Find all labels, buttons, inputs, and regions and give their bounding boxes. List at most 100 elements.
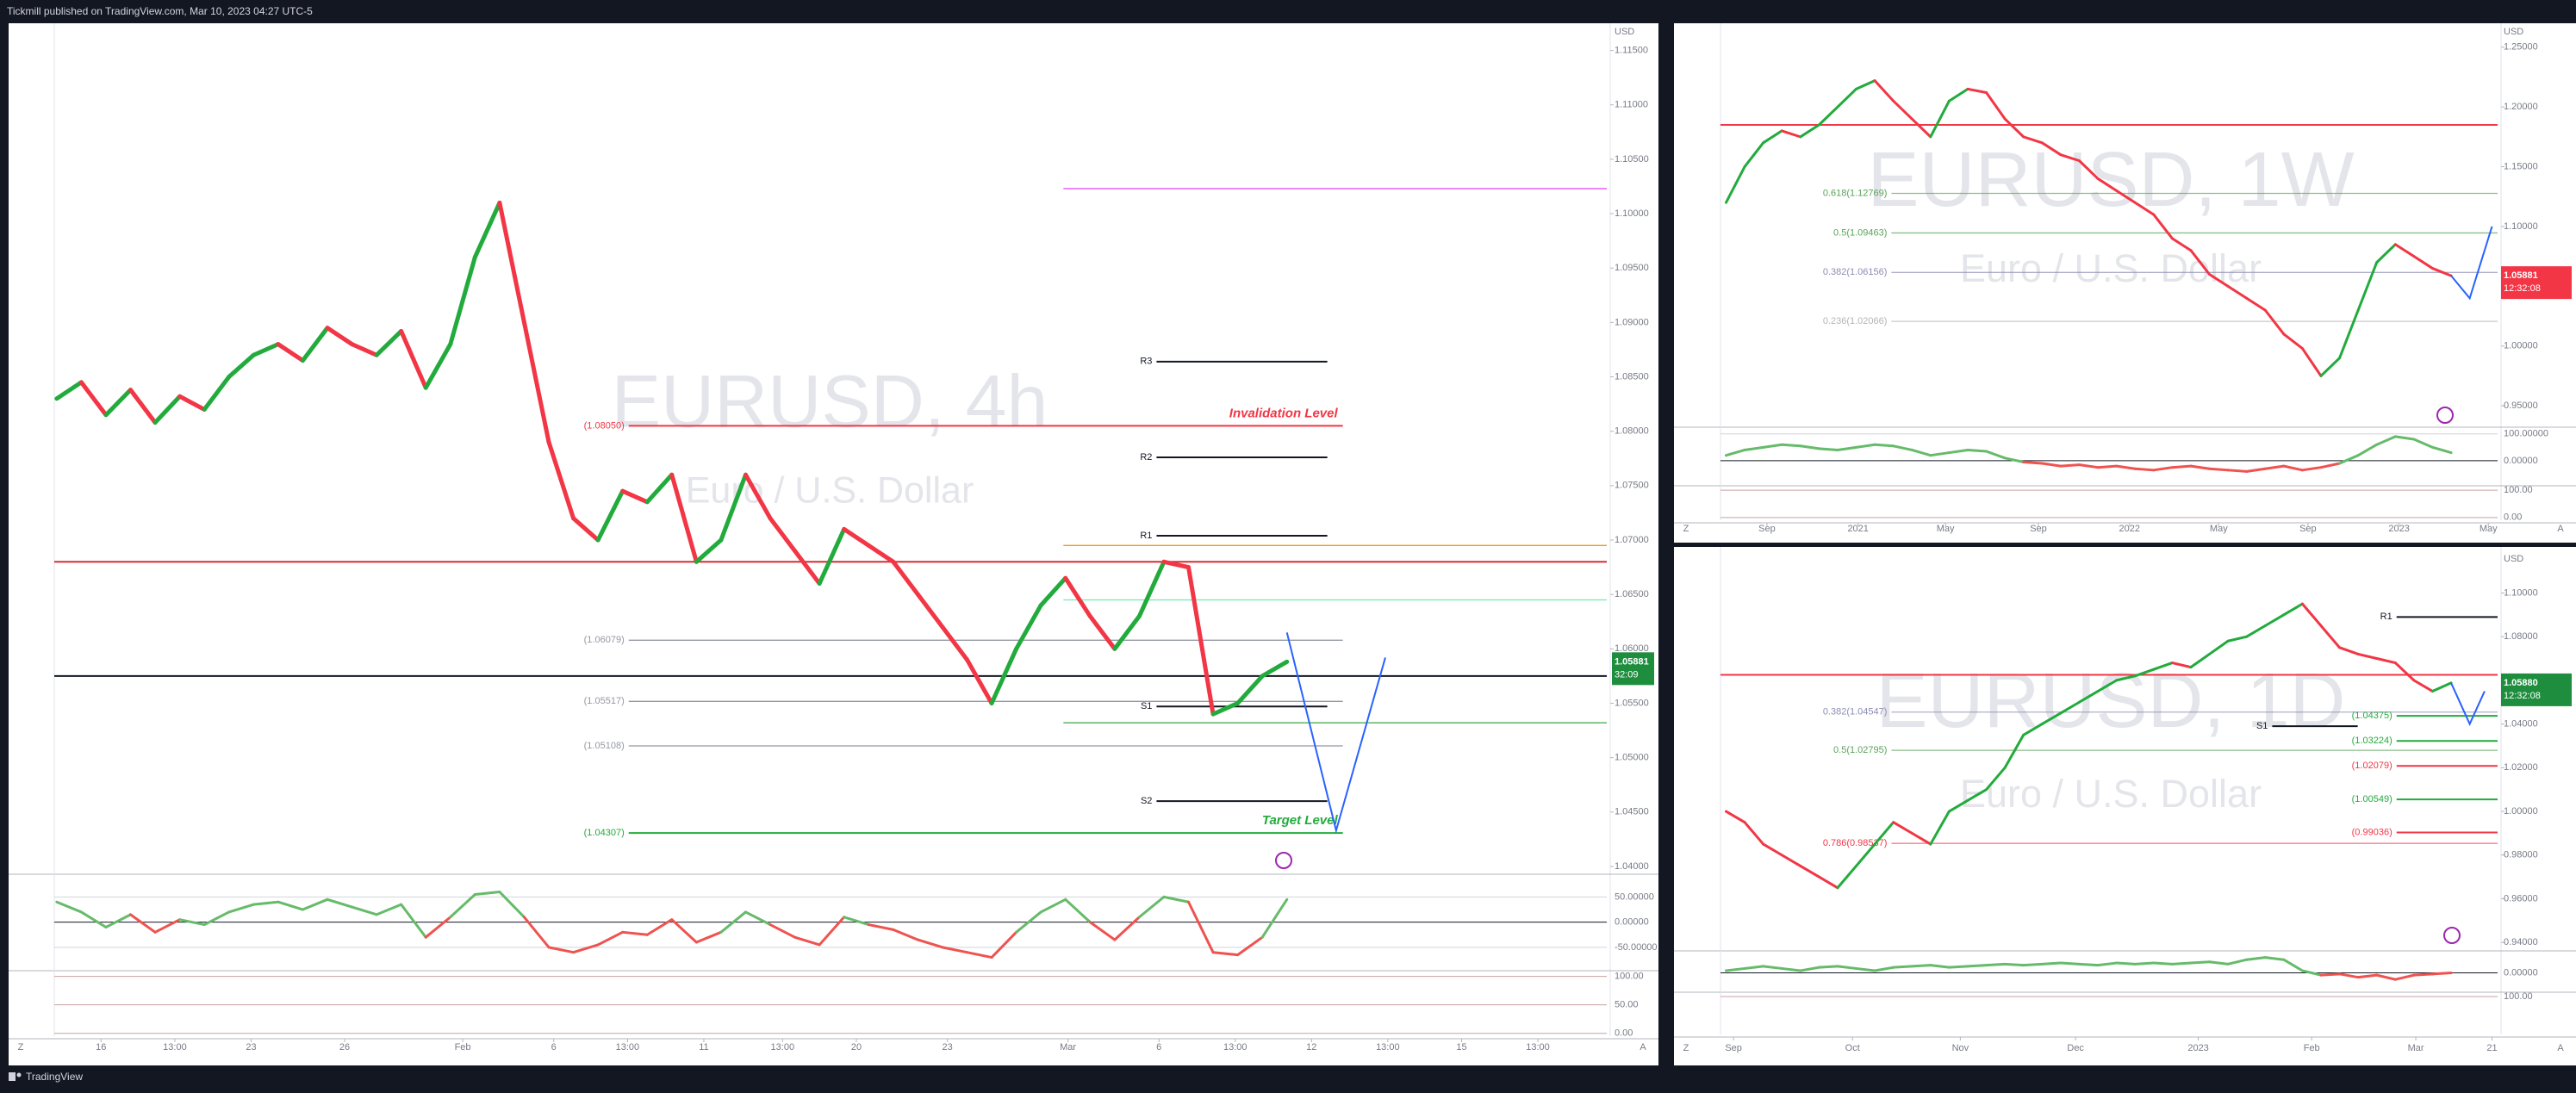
price-segment — [1929, 99, 1951, 139]
level-label: 0.382(1.06156) — [1823, 267, 1888, 277]
price-segment — [2133, 668, 2156, 678]
charts: EURUSD, 4h Euro / U.S. Dollar USD 1.04000 1.… — [9, 23, 2576, 1065]
price-segment — [1817, 105, 1839, 127]
oscillator-segment — [1015, 910, 1042, 934]
price-segment — [1910, 831, 1932, 846]
alert-icon[interactable] — [2443, 927, 2461, 944]
price-countdown: 32:09 — [1615, 669, 1639, 680]
oscillator-segment — [2077, 463, 2100, 469]
oscillator-segment — [473, 891, 501, 896]
price-segment — [177, 394, 207, 412]
price-segment — [2319, 624, 2342, 649]
alert-icon[interactable] — [1275, 852, 1292, 869]
price-segment — [1210, 700, 1241, 717]
price-segment — [1186, 565, 1216, 717]
scale-button[interactable]: Z — [1683, 524, 1689, 534]
oscillator-segment — [2059, 463, 2081, 468]
x-tick-label: 2022 — [2119, 524, 2139, 534]
oscillator-segment — [621, 930, 649, 936]
level-note: Target Level — [1262, 813, 1339, 828]
price-segment — [1112, 613, 1142, 651]
x-tick-label: 13:00 — [1526, 1042, 1550, 1053]
oscillator-segment — [1743, 965, 1765, 970]
oscillator-tick-label: 100.00000 — [2504, 429, 2548, 439]
price-segment — [964, 657, 994, 705]
scale-button[interactable]: Z — [1683, 1043, 1689, 1053]
x-tick-label: 15 — [1456, 1042, 1466, 1053]
oscillator-segment — [326, 897, 354, 909]
level-label: 0.382(1.04547) — [1823, 707, 1888, 717]
price-segment — [227, 352, 256, 380]
x-tick-label: 23 — [246, 1042, 256, 1053]
oscillator-segment — [2412, 438, 2434, 449]
y-tick-label: 1.10000 — [1615, 208, 1649, 219]
y-tick-label: 0.94000 — [2504, 937, 2538, 947]
x-tick-label: 12 — [1306, 1042, 1316, 1053]
price-segment — [152, 394, 183, 425]
oscillator-segment — [941, 946, 968, 954]
level-note: Invalidation Level — [1229, 406, 1339, 420]
scale-button[interactable]: A — [2557, 524, 2564, 534]
price-segment — [54, 380, 84, 401]
price-segment — [2040, 711, 2063, 726]
scale-button[interactable]: Z — [18, 1042, 24, 1053]
y-tick-label: 1.11500 — [1615, 45, 1648, 55]
price-segment — [2170, 237, 2193, 252]
oscillator-segment — [79, 910, 108, 928]
projection-line — [2450, 226, 2493, 301]
oscillator-segment — [547, 946, 576, 954]
alert-icon[interactable] — [2436, 407, 2454, 424]
tradingview-logo — [9, 1072, 22, 1081]
oscillator-segment — [1799, 444, 1820, 450]
price-segment — [1743, 141, 1765, 169]
watermark-title: EURUSD, 1W — [1867, 137, 2354, 223]
price-segment — [2412, 255, 2434, 270]
oscillator-segment — [2115, 961, 2137, 966]
oscillator-segment — [694, 930, 723, 944]
oscillator-segment — [1064, 897, 1092, 924]
price-segment — [2300, 347, 2323, 377]
oscillator-segment — [1855, 443, 1876, 449]
level-label: S1 — [1141, 701, 1152, 711]
price-label-box — [1612, 652, 1654, 686]
oscillator-segment — [2393, 435, 2416, 441]
y-tick-label: 1.04000 — [2504, 718, 2538, 729]
price-segment — [325, 326, 355, 347]
scale-button[interactable]: A — [1640, 1042, 1646, 1053]
scale-button[interactable]: A — [2557, 1043, 2564, 1053]
oscillator-segment — [449, 892, 476, 919]
oscillator-segment — [2170, 961, 2193, 966]
price-segment — [1161, 559, 1192, 570]
stochastic-tick-label: 100.00 — [2504, 485, 2533, 495]
level-label: (1.04375) — [2352, 711, 2392, 721]
y-tick-label: 1.05500 — [1615, 698, 1649, 708]
x-tick-label: 2021 — [1847, 524, 1868, 534]
oscillator-segment — [818, 916, 846, 947]
oscillator-segment — [2430, 972, 2453, 976]
level-label: 0.236(1.02066) — [1823, 316, 1888, 326]
oscillator-segment — [2430, 445, 2453, 455]
price-segment — [793, 549, 822, 587]
price-segment — [2133, 201, 2156, 216]
x-tick-label: 23 — [943, 1042, 953, 1053]
price-segment — [2412, 679, 2434, 693]
price-segment — [2208, 639, 2230, 655]
oscillator-segment — [2003, 962, 2025, 967]
price-segment — [2430, 681, 2453, 693]
x-tick-label: Mar — [1060, 1042, 1076, 1053]
price-segment — [2189, 652, 2212, 669]
oscillator-segment — [2133, 467, 2156, 472]
price-segment — [743, 472, 773, 521]
oscillator-segment — [1910, 448, 1932, 457]
x-tick-label: Sep — [1725, 1043, 1742, 1053]
oscillator-tick-label: -50.00000 — [1615, 942, 1658, 953]
level-label: (1.04307) — [584, 828, 625, 838]
price-segment — [866, 543, 896, 564]
oscillator-segment — [1724, 966, 1746, 972]
price-segment — [2003, 733, 2025, 769]
price-segment — [2170, 661, 2193, 669]
oscillator-segment — [1985, 450, 2007, 460]
x-tick-label: 13:00 — [1223, 1042, 1248, 1053]
oscillator-segment — [1929, 451, 1951, 457]
watermark-title: EURUSD, 1D — [1876, 658, 2345, 744]
